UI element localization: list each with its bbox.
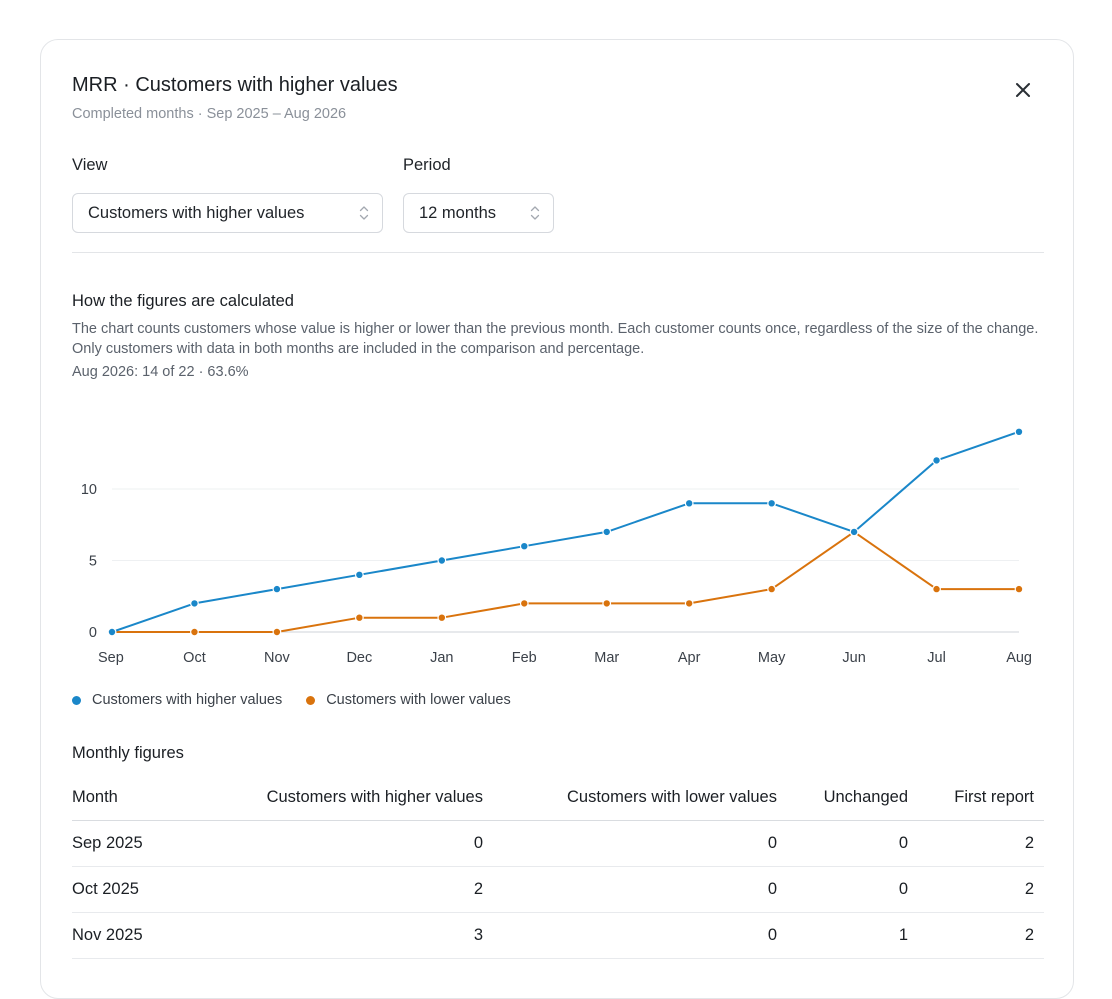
legend-label-lower: Customers with lower values xyxy=(326,692,511,708)
x-tick-label: Jun xyxy=(842,650,865,666)
summary-text: Aug 2026: 14 of 22 · 63.6% xyxy=(72,364,249,380)
x-tick-label: Jan xyxy=(430,650,453,666)
x-tick-label: Apr xyxy=(678,650,701,666)
chevron-up-down-icon xyxy=(530,206,540,220)
close-icon xyxy=(1016,83,1030,97)
chevron-up-down-icon xyxy=(359,206,369,220)
x-tick-label: Sep xyxy=(98,650,124,666)
data-point-higher xyxy=(354,570,364,580)
x-tick-label: Jul xyxy=(927,650,946,666)
data-point-higher xyxy=(602,527,612,537)
view-select-value: Customers with higher values xyxy=(88,203,305,222)
data-point-higher xyxy=(190,599,199,608)
column-header: Customers with lower values xyxy=(493,775,787,821)
table-cell: 0 xyxy=(212,820,493,867)
data-point-lower xyxy=(1014,584,1024,594)
table-cell: 0 xyxy=(787,820,918,867)
table-cell: 2 xyxy=(212,866,493,913)
table-cell: 0 xyxy=(787,866,918,913)
x-tick-label: Dec xyxy=(346,650,372,666)
table-cell: 2 xyxy=(918,820,1044,867)
legend-item-lower: Customers with lower values xyxy=(306,692,511,708)
chart-dialog: MRR · Customers with higher values Compl… xyxy=(40,39,1074,999)
data-point-higher xyxy=(272,584,282,594)
data-point-lower xyxy=(684,599,694,608)
column-header: Month xyxy=(72,775,212,821)
table-cell: 0 xyxy=(493,866,787,913)
period-label: Period xyxy=(403,156,451,174)
data-point-lower xyxy=(437,613,447,623)
y-tick-label: 0 xyxy=(89,625,97,641)
x-tick-label: Aug xyxy=(1006,650,1032,666)
view-label: View xyxy=(72,156,108,174)
series-line-lower xyxy=(112,530,1019,633)
data-point-lower xyxy=(932,584,941,594)
dialog-subtitle: Completed months · Sep 2025 – Aug 2026 xyxy=(72,106,347,122)
x-tick-label: Nov xyxy=(264,650,291,666)
data-point-higher xyxy=(1014,427,1024,437)
column-header: Unchanged xyxy=(787,775,918,821)
data-point-higher xyxy=(767,498,777,508)
line-chart: 0 5 10 Sep Oct Nov Dec Jan Feb Mar Apr May Jun Jul Aug xyxy=(81,427,1032,666)
explanation-heading: How the figures are calculated xyxy=(72,292,294,310)
table-cell: Sep 2025 xyxy=(72,820,212,867)
period-select-value: 12 months xyxy=(419,203,497,222)
data-point-lower xyxy=(272,627,282,637)
table-heading: Monthly figures xyxy=(72,744,184,762)
legend-swatch-lower xyxy=(306,695,316,705)
table-row: Oct 2025 2 0 0 2 xyxy=(72,866,1044,913)
dialog-title: MRR · Customers with higher values xyxy=(72,74,398,96)
data-point-higher xyxy=(849,527,859,537)
data-point-higher xyxy=(437,556,447,565)
data-point-higher xyxy=(684,498,694,508)
data-point-lower xyxy=(602,599,612,608)
y-tick-label: 10 xyxy=(81,482,97,498)
view-select[interactable]: Customers with higher values xyxy=(72,193,383,233)
table-cell: 0 xyxy=(493,912,787,959)
table-cell: 2 xyxy=(918,912,1044,959)
y-tick-label: 5 xyxy=(89,554,97,570)
x-tick-label: May xyxy=(758,650,786,666)
divider xyxy=(72,252,1044,253)
data-point-lower xyxy=(767,584,777,594)
table-header-row: Month Customers with higher values Custo… xyxy=(72,775,1044,821)
table-cell: 2 xyxy=(918,866,1044,913)
x-tick-label: Mar xyxy=(594,650,619,666)
period-select[interactable]: 12 months xyxy=(403,193,554,233)
x-tick-label: Oct xyxy=(183,650,206,666)
table-cell: Nov 2025 xyxy=(72,912,212,959)
series-line-higher xyxy=(111,430,1020,633)
data-point-higher xyxy=(932,456,941,465)
legend-swatch-higher xyxy=(72,695,81,705)
data-point-lower xyxy=(190,627,199,637)
column-header: First report xyxy=(918,775,1044,821)
close-button[interactable] xyxy=(1007,74,1039,106)
x-tick-label: Feb xyxy=(512,650,537,666)
table-cell: Oct 2025 xyxy=(72,866,212,913)
monthly-figures-table: Month Customers with higher values Custo… xyxy=(72,775,1044,959)
table-row: Sep 2025 0 0 0 2 xyxy=(72,820,1044,867)
table-cell: 0 xyxy=(493,820,787,867)
legend-label-higher: Customers with higher values xyxy=(92,692,283,708)
table-cell: 1 xyxy=(787,912,918,959)
data-point-higher xyxy=(107,627,117,637)
table-row: Nov 2025 3 0 1 2 xyxy=(72,912,1044,959)
table-cell: 3 xyxy=(212,912,493,959)
data-point-lower xyxy=(519,599,529,608)
explanation-text: The chart counts customers whose value i… xyxy=(72,321,1039,357)
data-point-higher xyxy=(519,541,529,551)
data-point-lower xyxy=(354,613,364,623)
chart-legend: Customers with higher values Customers w… xyxy=(72,692,535,708)
column-header: Customers with higher values xyxy=(212,775,493,821)
legend-item-higher: Customers with higher values xyxy=(72,692,282,708)
